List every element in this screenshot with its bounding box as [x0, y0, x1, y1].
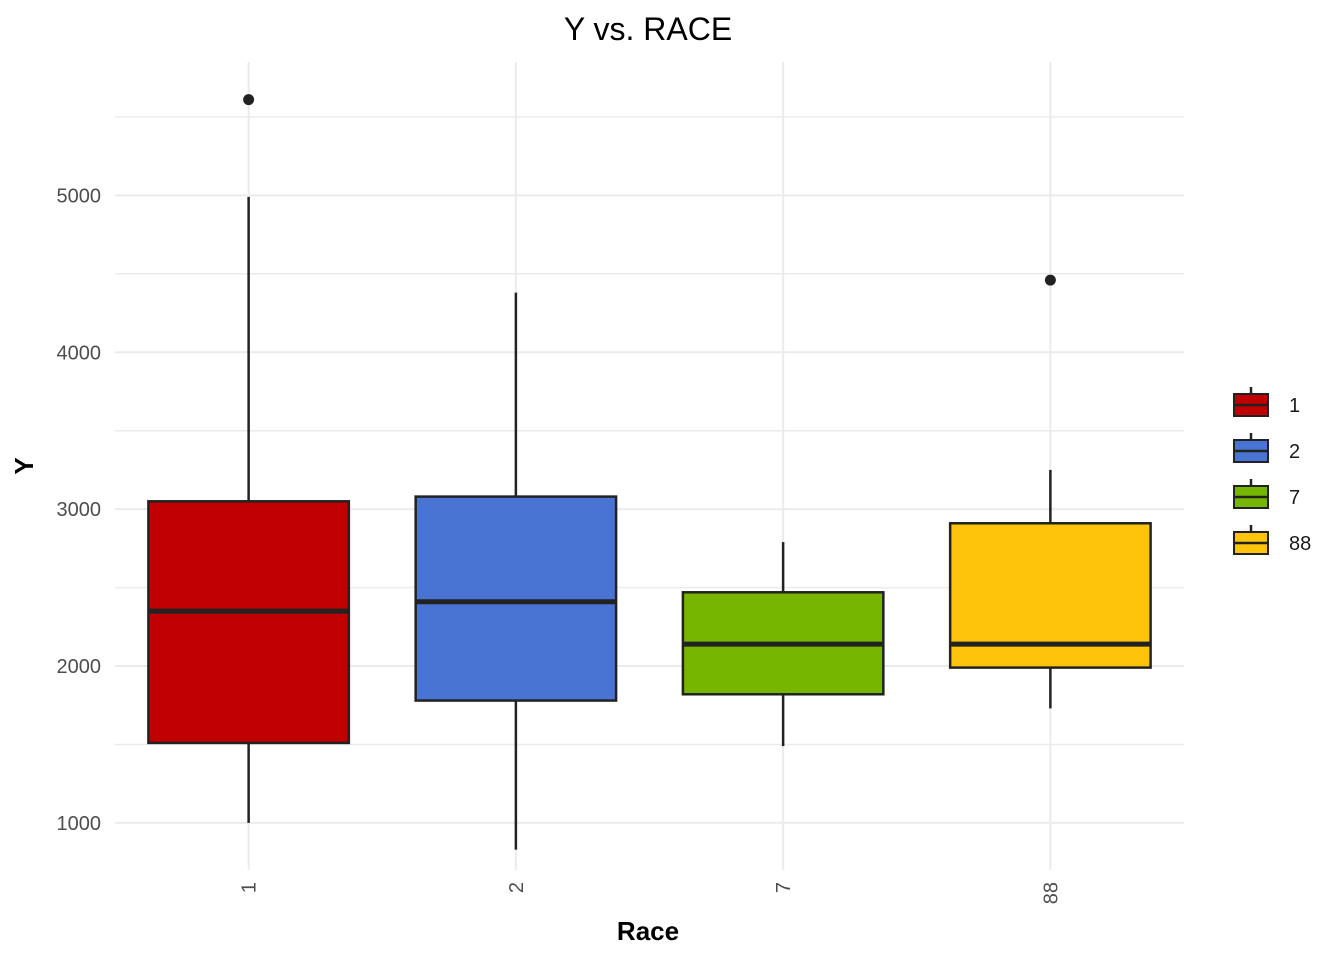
legend-item-88: 88 [1233, 531, 1311, 555]
x-axis-title: Race [617, 916, 679, 946]
x-tick-label: 88 [1040, 882, 1062, 904]
y-tick-label: 5000 [57, 185, 102, 207]
x-tick-label: 7 [773, 882, 795, 893]
x-tick-label: 1 [239, 882, 261, 893]
outlier-point [243, 94, 255, 106]
legend-label: 1 [1289, 395, 1300, 417]
legend-item-2: 2 [1233, 439, 1300, 463]
x-tick-label: 2 [506, 882, 528, 893]
legend: 1 2 7 88 [1233, 387, 1311, 561]
y-tick-label: 1000 [57, 813, 102, 835]
box-1 [147, 94, 351, 823]
x-axis-ticks: 1 2 7 88 [239, 882, 1063, 904]
legend-label: 88 [1289, 533, 1311, 555]
y-tick-label: 3000 [57, 499, 102, 521]
y-axis-title: Y [9, 457, 39, 474]
chart-title: Y vs. RACE [564, 11, 732, 47]
boxes [147, 94, 1152, 850]
box-2 [414, 292, 618, 850]
y-axis-ticks: 1000 2000 3000 4000 5000 [57, 185, 102, 835]
legend-item-1: 1 [1233, 393, 1300, 417]
legend-label: 7 [1289, 487, 1300, 509]
box-7 [681, 542, 885, 747]
y-tick-label: 4000 [57, 342, 102, 364]
box-body [147, 500, 351, 745]
outlier-point [1044, 274, 1056, 286]
legend-label: 2 [1289, 441, 1300, 463]
box-body [414, 495, 618, 702]
y-tick-label: 2000 [57, 656, 102, 678]
legend-item-7: 7 [1233, 485, 1300, 509]
box-88 [948, 274, 1152, 709]
grid [115, 62, 1184, 870]
